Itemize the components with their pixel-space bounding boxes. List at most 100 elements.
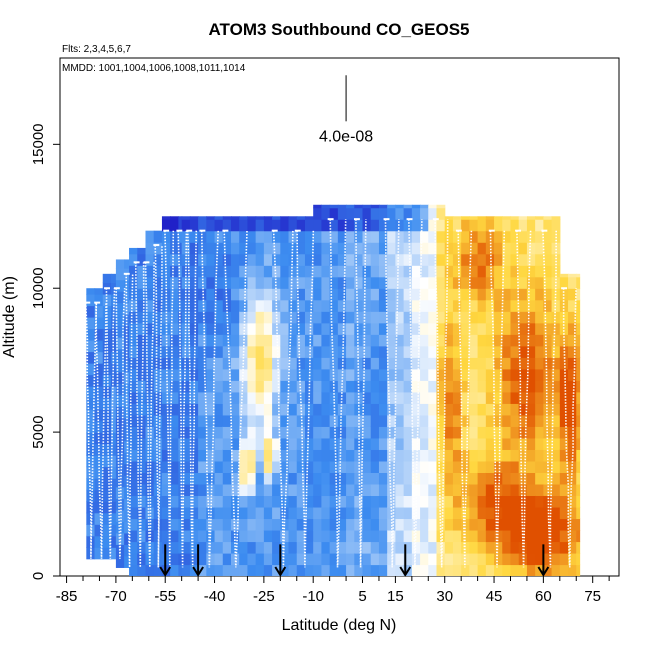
heatmap-cell xyxy=(411,265,421,278)
heatmap-cell xyxy=(170,391,179,404)
heatmap-cell xyxy=(129,437,138,450)
heatmap-cell xyxy=(502,460,512,473)
heatmap-cell xyxy=(494,529,503,543)
heatmap-cell xyxy=(444,391,454,404)
heatmap-cell xyxy=(304,552,314,566)
heatmap-cell xyxy=(518,276,528,289)
heatmap-cell xyxy=(161,391,171,404)
heatmap-cell xyxy=(247,311,257,324)
heatmap-cell xyxy=(469,426,479,439)
heatmap-cell xyxy=(551,242,561,255)
heatmap-cell xyxy=(137,495,147,508)
heatmap-cell xyxy=(129,345,138,358)
heatmap-cell xyxy=(124,509,130,522)
heatmap-cell xyxy=(477,276,487,289)
heatmap-cell xyxy=(137,529,147,543)
heatmap-cell xyxy=(288,449,298,462)
heatmap-cell xyxy=(115,291,125,304)
heatmap-cell xyxy=(428,403,438,416)
heatmap-cell xyxy=(428,242,438,255)
heatmap-cell xyxy=(198,380,207,393)
y-tick-label: 0 xyxy=(30,572,47,580)
heatmap-cell xyxy=(568,299,577,312)
heatmap-cell xyxy=(395,219,405,232)
heatmap-cell xyxy=(420,414,429,427)
heatmap-cell xyxy=(428,414,438,427)
heatmap-cell xyxy=(214,391,224,404)
heatmap-cell xyxy=(452,414,462,427)
heatmap-cell xyxy=(94,317,104,330)
heatmap-cell xyxy=(568,483,577,497)
heatmap-cell xyxy=(403,345,413,358)
heatmap-cell xyxy=(354,322,364,335)
heatmap-cell xyxy=(494,414,503,427)
heatmap-cell xyxy=(178,380,183,393)
heatmap-cell xyxy=(288,495,298,508)
heatmap-cell xyxy=(239,564,249,576)
heatmap-cell xyxy=(395,276,405,289)
heatmap-cell xyxy=(129,391,138,404)
heatmap-cell xyxy=(395,472,405,485)
heatmap-cell xyxy=(444,483,454,497)
heatmap-cell xyxy=(551,472,561,485)
heatmap-cell xyxy=(296,518,306,531)
heatmap-cell xyxy=(346,311,355,324)
heatmap-cell xyxy=(346,437,355,450)
heatmap-cell xyxy=(461,345,470,358)
heatmap-cell xyxy=(198,311,207,324)
heatmap-cell xyxy=(255,564,265,576)
heatmap-cell xyxy=(222,564,232,576)
heatmap-cell xyxy=(222,506,232,520)
heatmap-cell xyxy=(214,253,224,266)
heatmap-cell xyxy=(313,483,323,497)
heatmap-cell xyxy=(576,552,581,566)
heatmap-cell xyxy=(568,414,577,427)
heatmap-cell xyxy=(469,357,479,370)
heatmap-cell xyxy=(518,253,528,266)
heatmap-cell xyxy=(428,518,438,531)
heatmap-cell xyxy=(255,216,265,220)
heatmap-cell xyxy=(272,541,281,554)
heatmap-cell xyxy=(178,311,183,324)
heatmap-cell xyxy=(502,472,512,485)
heatmap-cell xyxy=(502,564,512,576)
heatmap-cell xyxy=(110,317,117,330)
heatmap-cell xyxy=(329,219,339,232)
heatmap-cell xyxy=(337,276,347,289)
heatmap-cell xyxy=(568,506,577,520)
heatmap-cell xyxy=(329,380,339,393)
heatmap-cell xyxy=(304,564,314,576)
heatmap-cell xyxy=(115,314,125,327)
heatmap-cell xyxy=(321,230,331,243)
heatmap-cell xyxy=(247,472,257,485)
heatmap-cell xyxy=(535,276,544,289)
heatmap-cell xyxy=(510,506,520,520)
heatmap-cell xyxy=(296,426,306,439)
heatmap-cell xyxy=(124,371,130,384)
heatmap-cell xyxy=(304,219,314,232)
heatmap-cell xyxy=(387,460,396,473)
heatmap-cell xyxy=(247,253,257,266)
heatmap-cell xyxy=(313,449,323,462)
heatmap-cell xyxy=(239,230,249,243)
heatmap-cell xyxy=(189,216,199,220)
heatmap-cell xyxy=(263,219,273,232)
heatmap-cell xyxy=(153,299,163,312)
heatmap-cell xyxy=(420,380,429,393)
heatmap-cell xyxy=(420,322,429,335)
heatmap-cell xyxy=(526,472,536,485)
heatmap-cell xyxy=(452,242,462,255)
scale-label: 4.0e-08 xyxy=(319,128,373,145)
heatmap-cell xyxy=(411,357,421,370)
heatmap-cell xyxy=(477,437,487,450)
heatmap-cell xyxy=(124,291,130,304)
heatmap-cell xyxy=(178,219,183,232)
heatmap-cell xyxy=(337,311,347,324)
heatmap-cell xyxy=(535,449,544,462)
heatmap-cell xyxy=(145,276,155,289)
heatmap-cell xyxy=(313,541,323,554)
heatmap-cell xyxy=(576,564,581,576)
profile-trace xyxy=(105,288,116,559)
heatmap-cell xyxy=(161,334,171,347)
heatmap-cell xyxy=(378,541,388,554)
